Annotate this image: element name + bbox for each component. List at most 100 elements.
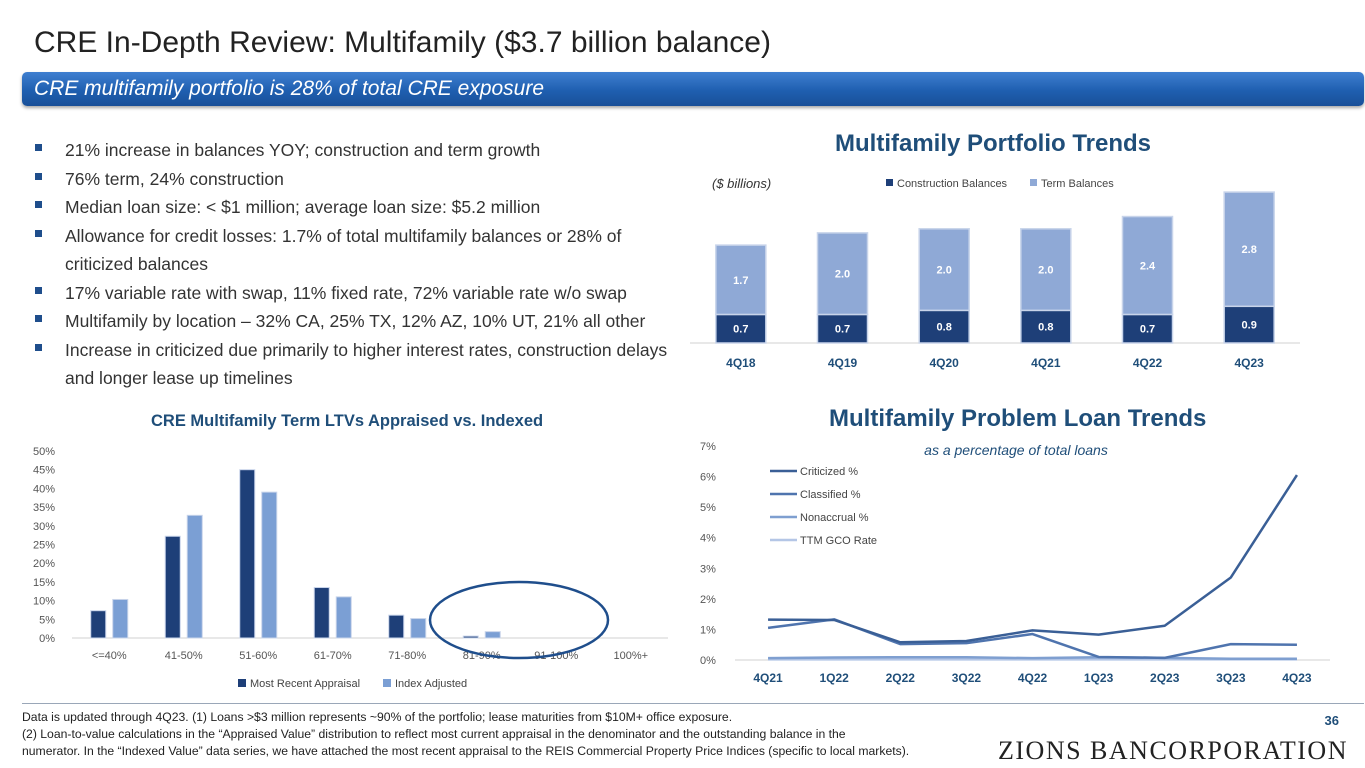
legend-label-appraisal: Most Recent Appraisal <box>250 678 360 690</box>
problem-loan-subtitle: as a percentage of total loans <box>924 442 1108 458</box>
indexed-bar <box>186 514 203 639</box>
y-tick-label: 25% <box>33 540 55 552</box>
x-tick-label: 1Q22 <box>819 671 849 685</box>
y-tick-label: 10% <box>33 596 55 608</box>
criticized-line <box>768 474 1298 644</box>
x-tick-label: 51-60% <box>239 650 277 662</box>
legend-label-criticized: Criticized % <box>800 466 858 478</box>
x-tick-label: 2Q22 <box>886 671 916 685</box>
construction-bar <box>1121 313 1174 344</box>
footnote-line: numerator. In the “Indexed Value” data s… <box>22 744 910 758</box>
term-bar <box>918 228 970 312</box>
y-tick-label: 1% <box>700 624 716 636</box>
banner-text: CRE multifamily portfolio is 28% of tota… <box>34 77 545 100</box>
legend-swatch-construction <box>886 179 893 186</box>
highlight-circle <box>428 580 610 660</box>
term-bar <box>816 232 869 316</box>
portfolio-unit-label: ($ billions) <box>712 176 771 191</box>
y-tick-label: 40% <box>33 483 55 495</box>
y-tick-label: 0% <box>39 633 55 645</box>
bullet-item: Allowance for credit losses: 1.7% of tot… <box>34 222 674 279</box>
term-value-label: 2.0 <box>835 269 850 281</box>
nonaccrual-line <box>768 655 1297 661</box>
legend-label-construction: Construction Balances <box>897 178 1008 190</box>
problem-loan-chart: as a percentage of total loans 0% 1% 2% 3% 4%… <box>700 441 1330 685</box>
appraisal-bar <box>90 610 107 639</box>
legend-swatch-appraisal <box>238 679 246 687</box>
construction-value-label: 0.8 <box>937 322 952 334</box>
appraisal-bar <box>164 535 181 639</box>
term-bar <box>1223 191 1275 308</box>
indexed-bar <box>410 618 427 639</box>
y-tick-label: 7% <box>700 441 716 453</box>
legend-label-indexed: Index Adjusted <box>395 678 467 690</box>
indexed-bar <box>261 491 278 639</box>
term-bar <box>1020 228 1072 312</box>
construction-value-label: 0.7 <box>1140 324 1155 336</box>
appraisal-bar <box>313 587 330 639</box>
footnote: Data is updated through 4Q23. (1) Loans … <box>22 709 982 760</box>
ltv-chart-title: CRE Multifamily Term LTVs Appraised vs. … <box>151 412 544 430</box>
x-tick-label: 41-50% <box>165 650 203 662</box>
indexed-bar <box>335 596 352 639</box>
x-tick-label: 4Q22 <box>1018 671 1048 685</box>
portfolio-trends-chart: ($ billions) Construction Balances Term Ba… <box>690 176 1300 370</box>
x-tick-label: 3Q23 <box>1216 671 1246 685</box>
construction-bar <box>1223 305 1275 344</box>
y-tick-label: 5% <box>39 614 55 626</box>
legend-label-nonaccrual: Nonaccrual % <box>800 512 869 524</box>
x-tick-label: 4Q20 <box>929 356 959 370</box>
construction-value-label: 0.7 <box>835 324 850 336</box>
y-tick-label: 3% <box>700 563 716 575</box>
y-tick-label: 0% <box>700 655 716 667</box>
company-logo: ZIONS BANCORPORATION <box>998 736 1348 765</box>
bullet-list: 21% increase in balances YOY; constructi… <box>34 136 674 393</box>
construction-value-label: 0.8 <box>1038 322 1053 334</box>
term-value-label: 2.0 <box>1038 265 1053 277</box>
y-tick-label: 30% <box>33 521 55 533</box>
appraisal-bar <box>388 614 405 639</box>
legend-swatch-indexed <box>383 679 391 687</box>
legend-label-term: Term Balances <box>1041 178 1114 190</box>
x-tick-label: 4Q21 <box>753 671 783 685</box>
y-tick-label: 2% <box>700 594 716 606</box>
x-tick-label: 4Q22 <box>1133 356 1163 370</box>
y-tick-label: 35% <box>33 502 55 514</box>
x-tick-label: 71-80% <box>388 650 426 662</box>
footer-divider <box>22 703 1364 704</box>
legend-swatch-term <box>1030 179 1037 186</box>
bullet-item: Median loan size: < $1 million; average … <box>34 193 674 222</box>
x-tick-label: 61-70% <box>314 650 352 662</box>
y-tick-label: 5% <box>700 502 716 514</box>
x-tick-label: 4Q21 <box>1031 356 1061 370</box>
appraisal-bar <box>462 635 479 639</box>
term-bar <box>715 244 767 316</box>
indexed-bar <box>484 631 501 639</box>
page-title: CRE In-Depth Review: Multifamily ($3.7 b… <box>34 26 771 59</box>
y-tick-label: 50% <box>33 446 55 458</box>
x-tick-label: <=40% <box>92 650 127 662</box>
term-value-label: 2.8 <box>1242 244 1257 256</box>
bullet-item: 21% increase in balances YOY; constructi… <box>34 136 674 165</box>
headline-banner: CRE multifamily portfolio is 28% of tota… <box>22 72 1364 106</box>
problem-loan-chart-title: Multifamily Problem Loan Trends <box>829 405 1207 432</box>
x-tick-label: 4Q18 <box>726 356 756 370</box>
y-tick-label: 45% <box>33 465 55 477</box>
y-tick-label: 4% <box>700 533 716 545</box>
construction-bar <box>918 309 970 344</box>
x-tick-label: 1Q23 <box>1084 671 1114 685</box>
term-value-label: 1.7 <box>733 275 748 287</box>
footnote-line: (2) Loan-to-value calculations in the “A… <box>22 727 846 741</box>
bullet-item: Increase in criticized due primarily to … <box>34 336 674 393</box>
construction-value-label: 0.9 <box>1242 320 1257 332</box>
appraisal-bar <box>239 469 256 639</box>
term-bar <box>1121 215 1174 316</box>
bullet-item: 17% variable rate with swap, 11% fixed r… <box>34 279 674 308</box>
y-tick-label: 6% <box>700 472 716 484</box>
term-value-label: 2.0 <box>937 265 952 277</box>
x-tick-label: 4Q19 <box>828 356 858 370</box>
legend-label-classified: Classified % <box>800 489 861 501</box>
portfolio-chart-title: Multifamily Portfolio Trends <box>835 130 1152 157</box>
bullet-item: Multifamily by location – 32% CA, 25% TX… <box>34 307 674 336</box>
construction-value-label: 0.7 <box>733 324 748 336</box>
